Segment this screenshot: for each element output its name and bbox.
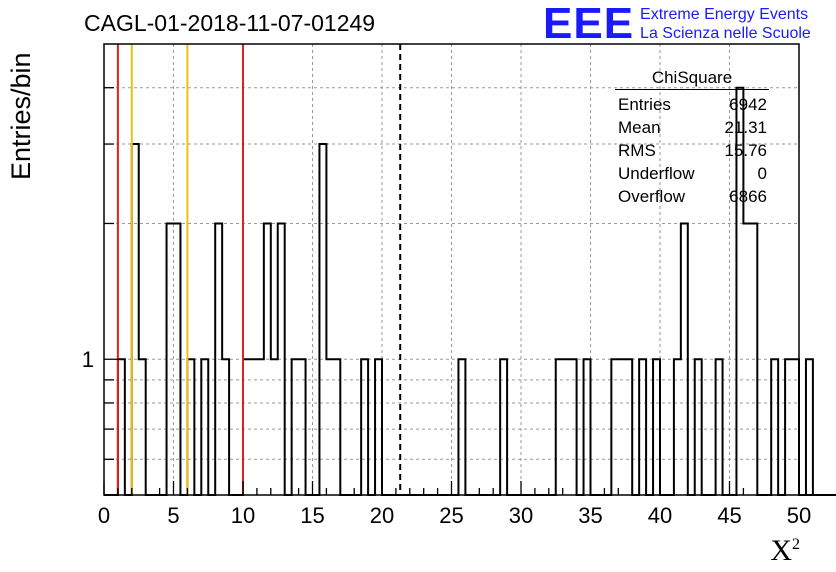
histogram-bin: [584, 359, 591, 495]
histogram-bin: [743, 223, 750, 495]
histogram-bin: [333, 359, 340, 495]
y-tick-label: 1: [82, 347, 94, 372]
stats-value: 21.31: [724, 118, 767, 137]
chart-title: CAGL-01-2018-11-07-01249: [84, 10, 376, 36]
stats-row-mean: Mean 21.31: [611, 116, 777, 139]
x-tick-label: 45: [717, 503, 741, 528]
histogram-bin: [611, 359, 618, 495]
x-axis-label: X2: [770, 534, 800, 568]
histogram-bin: [201, 359, 208, 495]
stats-value: 15.76: [724, 141, 767, 160]
histogram-bin: [556, 359, 563, 495]
histogram-bin: [625, 359, 632, 495]
histogram-bin: [695, 359, 702, 495]
stats-row-rms: RMS 15.76: [611, 139, 777, 162]
stats-row-entries: Entries 6942: [611, 93, 777, 116]
histogram-bin: [785, 359, 792, 495]
histogram-bin: [250, 359, 257, 495]
stats-label: Mean: [618, 118, 661, 137]
x-tick-label: 10: [231, 503, 255, 528]
histogram-bin: [132, 144, 139, 495]
stats-label: Entries: [618, 95, 671, 114]
x-axis-label-base: X: [770, 534, 792, 567]
stats-label: RMS: [618, 141, 656, 160]
x-tick-label: 5: [167, 503, 179, 528]
stats-box: ChiSquare Entries 6942 Mean 21.31 RMS 15…: [611, 68, 777, 208]
histogram-bin: [257, 359, 264, 495]
histogram-bin: [167, 223, 174, 495]
stats-value: 6942: [729, 95, 767, 114]
stats-value: 0: [757, 164, 767, 183]
histogram-bin: [681, 223, 688, 495]
histogram-bin: [639, 359, 646, 495]
histogram-bin: [570, 359, 577, 495]
x-tick-label: 30: [509, 503, 533, 528]
histogram-bin: [361, 359, 368, 495]
stats-title: ChiSquare: [615, 68, 769, 90]
histogram-bin: [271, 359, 278, 495]
x-tick-label: 15: [300, 503, 324, 528]
histogram-bin: [264, 223, 271, 495]
x-tick-label: 40: [648, 503, 672, 528]
histogram-bin: [806, 359, 813, 495]
x-tick-label: 20: [370, 503, 394, 528]
logo-line-2: La Scienza nelle Scuole: [640, 25, 811, 42]
eee-logo: EEE Extreme Energy Events La Scienza nel…: [543, 2, 811, 46]
histogram-bin: [215, 223, 222, 495]
histogram-bin: [792, 359, 799, 495]
stats-label: Overflow: [618, 187, 686, 206]
histogram-bin: [299, 359, 306, 495]
histogram-bin: [187, 359, 194, 495]
histogram-bin: [771, 359, 778, 495]
histogram-bin: [674, 359, 681, 495]
histogram-bin: [319, 144, 326, 495]
histogram-bin: [716, 359, 723, 495]
histogram-bin: [174, 223, 181, 495]
x-tick-label: 25: [439, 503, 463, 528]
stats-label: Underflow: [618, 164, 695, 183]
stats-value: 6866: [729, 187, 767, 206]
histogram-bin: [278, 223, 285, 495]
x-tick-label: 0: [98, 503, 110, 528]
histogram-bin: [500, 359, 507, 495]
x-tick-label: 35: [578, 503, 602, 528]
histogram-bin: [326, 359, 333, 495]
y-axis-label: Entries/bin: [6, 52, 36, 180]
histogram-bin: [563, 359, 570, 495]
histogram-bin: [222, 359, 229, 495]
histogram-bin: [292, 359, 299, 495]
histogram-bin: [653, 359, 660, 495]
stats-row-underflow: Underflow 0: [611, 162, 777, 185]
histogram-bin: [458, 359, 465, 495]
x-tick-label: 50: [787, 503, 811, 528]
histogram-bin: [118, 359, 125, 495]
histogram-bin: [243, 359, 250, 495]
histogram-bin: [750, 223, 757, 495]
histogram-bin: [375, 359, 382, 495]
logo-mark: EEE: [543, 0, 635, 48]
histogram-bin: [618, 359, 625, 495]
logo-line-1: Extreme Energy Events: [640, 6, 809, 23]
logo-text: Extreme Energy Events La Scienza nelle S…: [640, 5, 811, 43]
stats-row-overflow: Overflow 6866: [611, 185, 777, 208]
x-axis-label-sup: 2: [792, 536, 800, 553]
histogram-bin: [139, 359, 146, 495]
